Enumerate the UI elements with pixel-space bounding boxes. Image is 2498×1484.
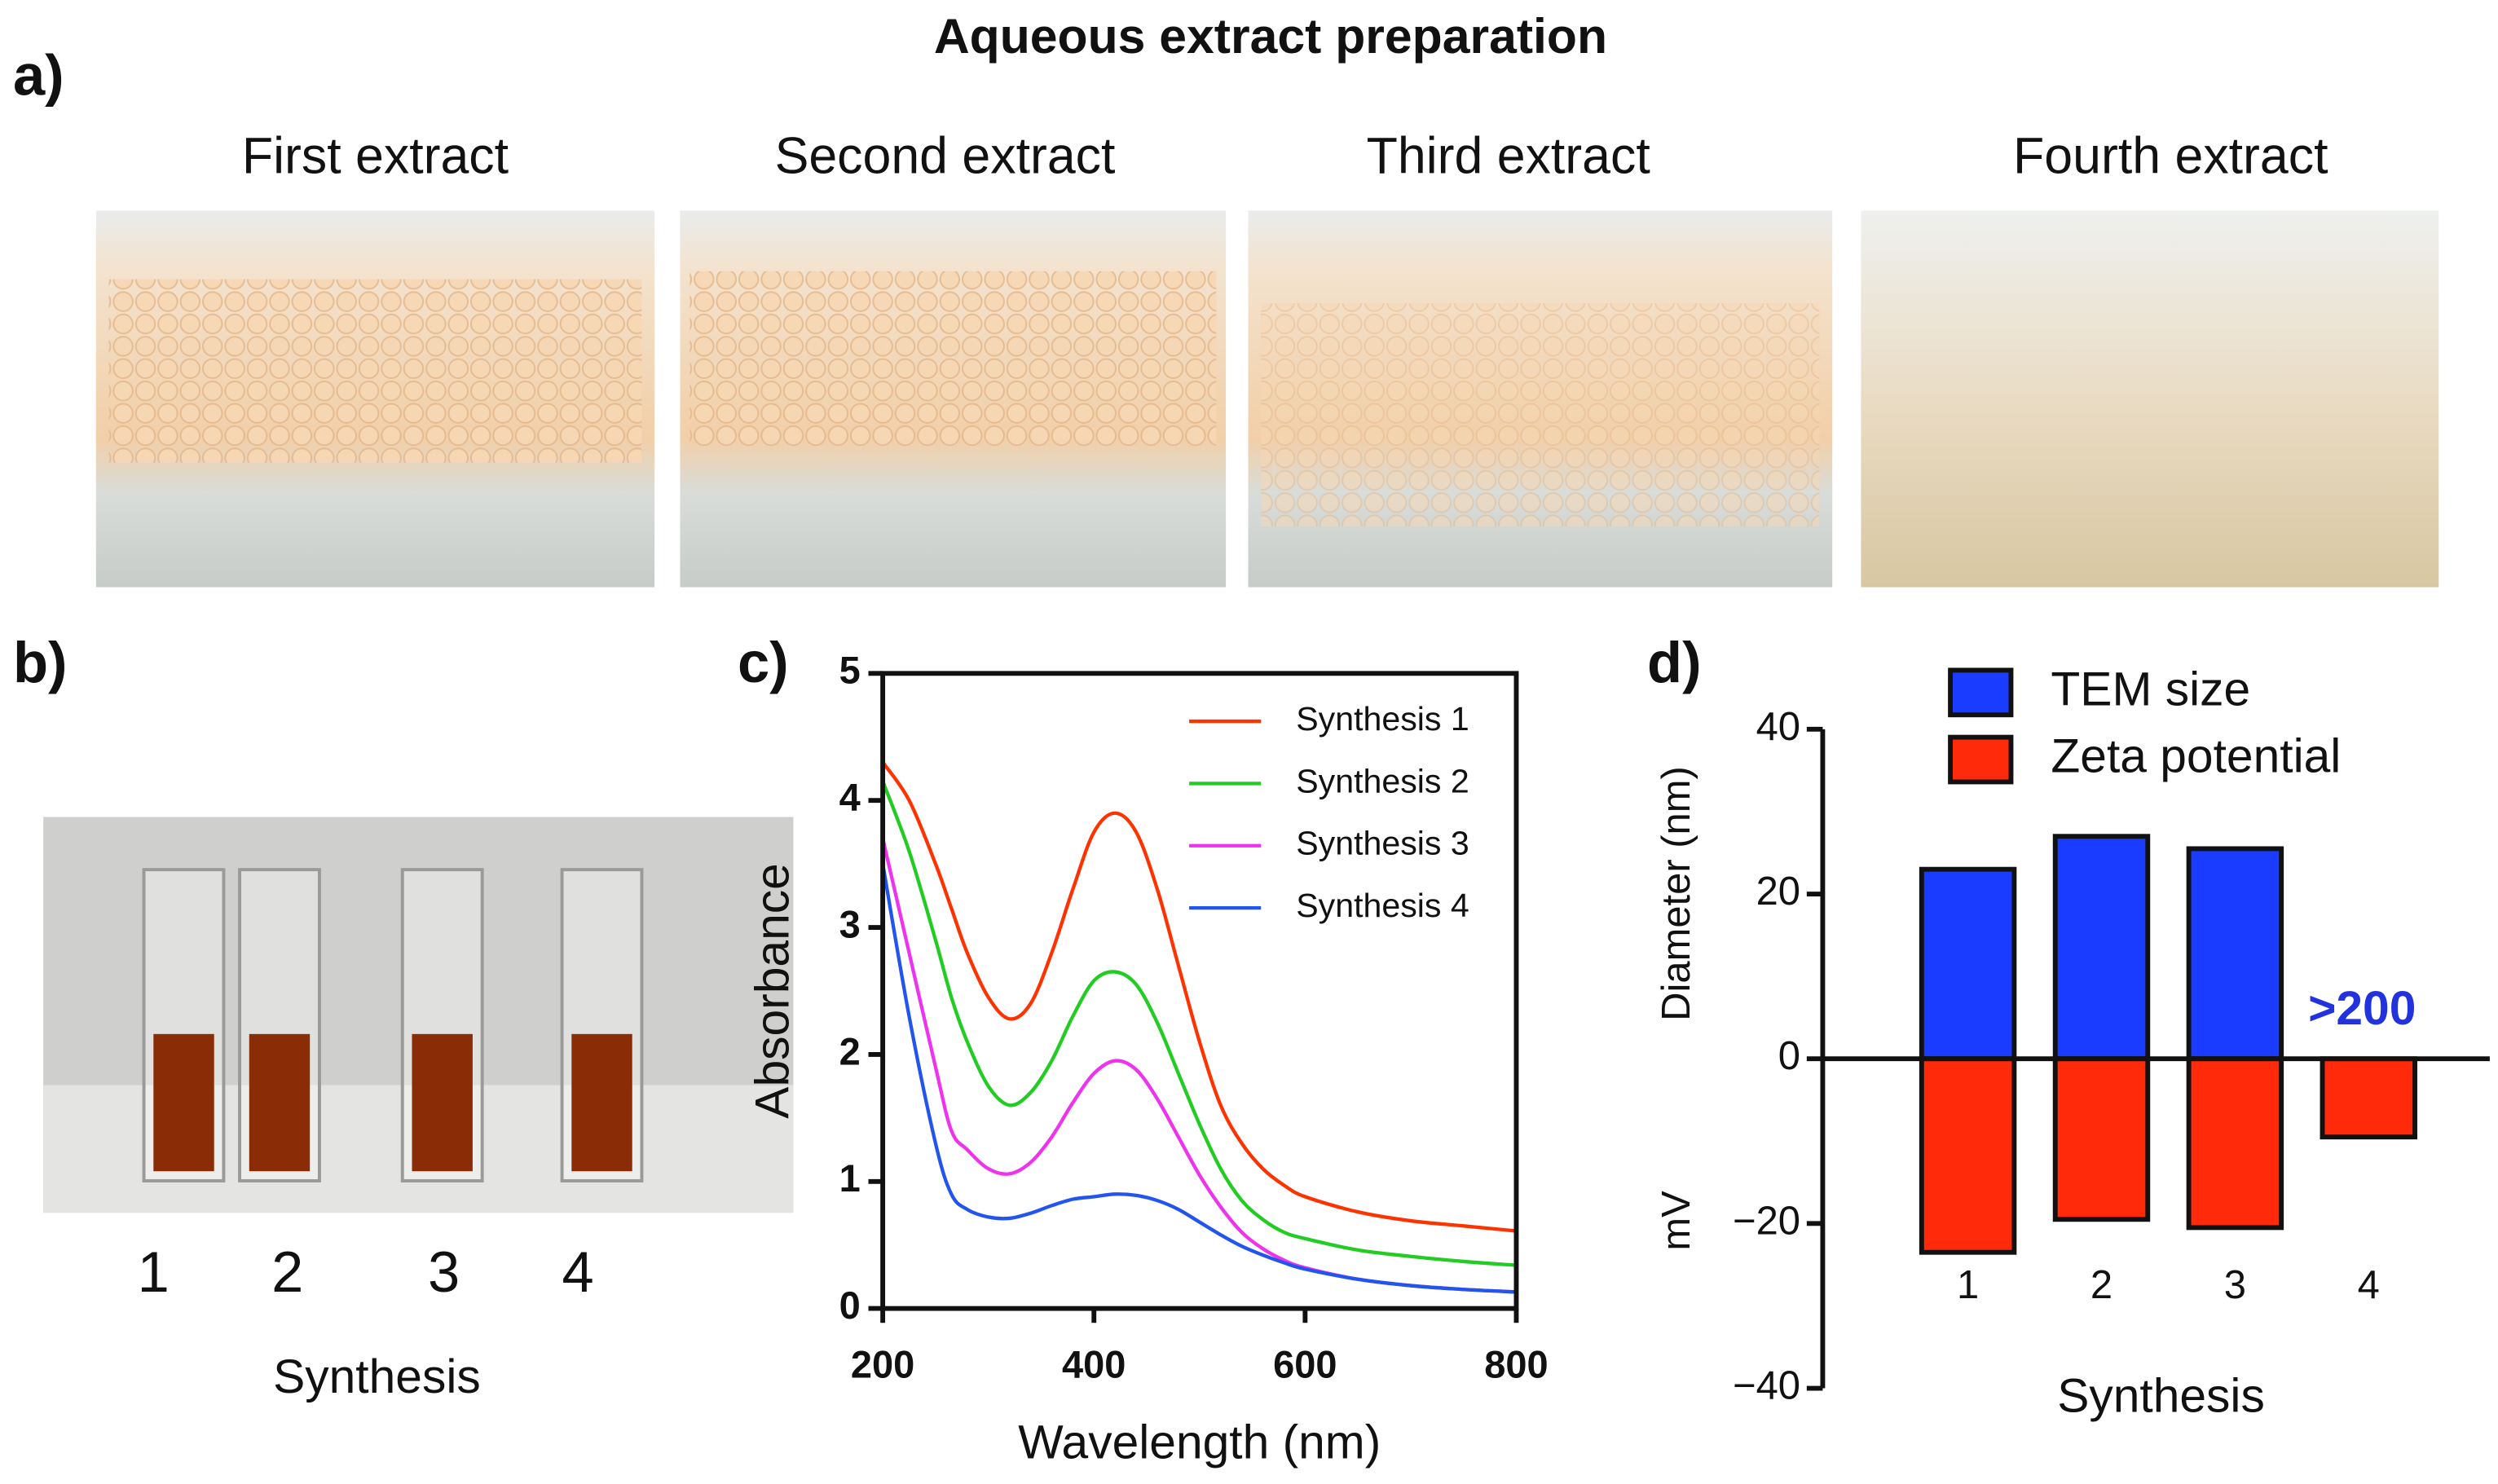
y-axis-label: mV xyxy=(1654,1191,1698,1251)
y-tick-label: 1 xyxy=(839,1156,861,1200)
photo-caption: Second extract xyxy=(775,127,1116,184)
bar xyxy=(1919,866,2017,1062)
y-tick-label: −20 xyxy=(1733,1199,1800,1243)
y-tick-label: −40 xyxy=(1733,1363,1800,1407)
bar xyxy=(2186,1056,2284,1231)
plot-frame xyxy=(880,671,1519,1311)
photo-set xyxy=(95,210,2439,588)
legend-label: Synthesis 2 xyxy=(1296,762,1469,799)
photo-caption: First extract xyxy=(242,127,509,184)
y-tick-label: 2 xyxy=(839,1029,861,1072)
sample-label: 1 xyxy=(138,1240,170,1304)
bar xyxy=(2186,846,2284,1062)
photo-caption: Third extract xyxy=(1367,127,1650,184)
y-tick-label: 0 xyxy=(1778,1034,1800,1078)
bar xyxy=(2320,1056,2417,1140)
bar xyxy=(2052,1056,2151,1222)
panel-title: Aqueous extract preparation xyxy=(934,8,1607,64)
sample-label: 3 xyxy=(428,1240,460,1304)
liquid xyxy=(249,1033,311,1172)
axis-label: Synthesis xyxy=(273,1350,481,1403)
data-line xyxy=(881,781,1517,1267)
panel-label: a) xyxy=(13,43,64,108)
panel-label: d) xyxy=(1647,630,1702,694)
data-line xyxy=(881,863,1517,1294)
x-tick-label: 3 xyxy=(2224,1263,2246,1307)
photo-detail xyxy=(1261,303,1820,527)
y-tick-label: 3 xyxy=(839,902,861,945)
x-tick-label: 2 xyxy=(2090,1263,2113,1307)
y-tick-label: 40 xyxy=(1756,705,1800,749)
legend-label: Synthesis 4 xyxy=(1296,887,1469,924)
legend-swatch xyxy=(1948,667,2014,718)
liquid xyxy=(153,1033,214,1172)
y-tick-label: 5 xyxy=(839,649,861,692)
bar xyxy=(1919,1056,2017,1255)
liquid xyxy=(571,1033,632,1172)
x-tick-label: 1 xyxy=(1957,1263,1979,1307)
sample-label: 4 xyxy=(562,1240,594,1304)
bar xyxy=(2052,834,2151,1062)
y-axis-label: Absorbance xyxy=(746,863,799,1118)
photo-detail xyxy=(689,271,1217,447)
y-tick-label: 20 xyxy=(1756,870,1800,914)
x-tick-label: 4 xyxy=(2358,1263,2380,1307)
legend-swatch xyxy=(1948,734,2014,785)
legend-label: Synthesis 3 xyxy=(1296,825,1469,862)
data-line xyxy=(881,761,1517,1233)
cuvette-photo xyxy=(43,817,794,1213)
liquid xyxy=(412,1033,473,1172)
x-axis-label: Wavelength (nm) xyxy=(1018,1416,1381,1469)
y-tick-label: 4 xyxy=(839,776,861,819)
legend-label: Zeta potential xyxy=(2051,730,2341,783)
panel-label: c) xyxy=(738,630,789,694)
sample-label: 2 xyxy=(271,1240,303,1304)
annotation: >200 xyxy=(2308,982,2416,1035)
photo xyxy=(1861,210,2439,588)
y-tick-label: 0 xyxy=(839,1284,861,1327)
photo-detail xyxy=(108,279,642,463)
y-axis-label: Diameter (nm) xyxy=(1654,766,1698,1021)
panel-label: b) xyxy=(13,630,68,694)
legend-label: TEM size xyxy=(2051,663,2250,716)
x-tick-label: 200 xyxy=(851,1342,914,1385)
legend-label: Synthesis 1 xyxy=(1296,700,1469,738)
photo-caption: Fourth extract xyxy=(2013,127,2328,184)
x-axis-label: Synthesis xyxy=(2057,1370,2265,1423)
x-tick-label: 800 xyxy=(1484,1342,1548,1385)
x-tick-label: 600 xyxy=(1273,1342,1337,1385)
x-tick-label: 400 xyxy=(1062,1342,1126,1385)
